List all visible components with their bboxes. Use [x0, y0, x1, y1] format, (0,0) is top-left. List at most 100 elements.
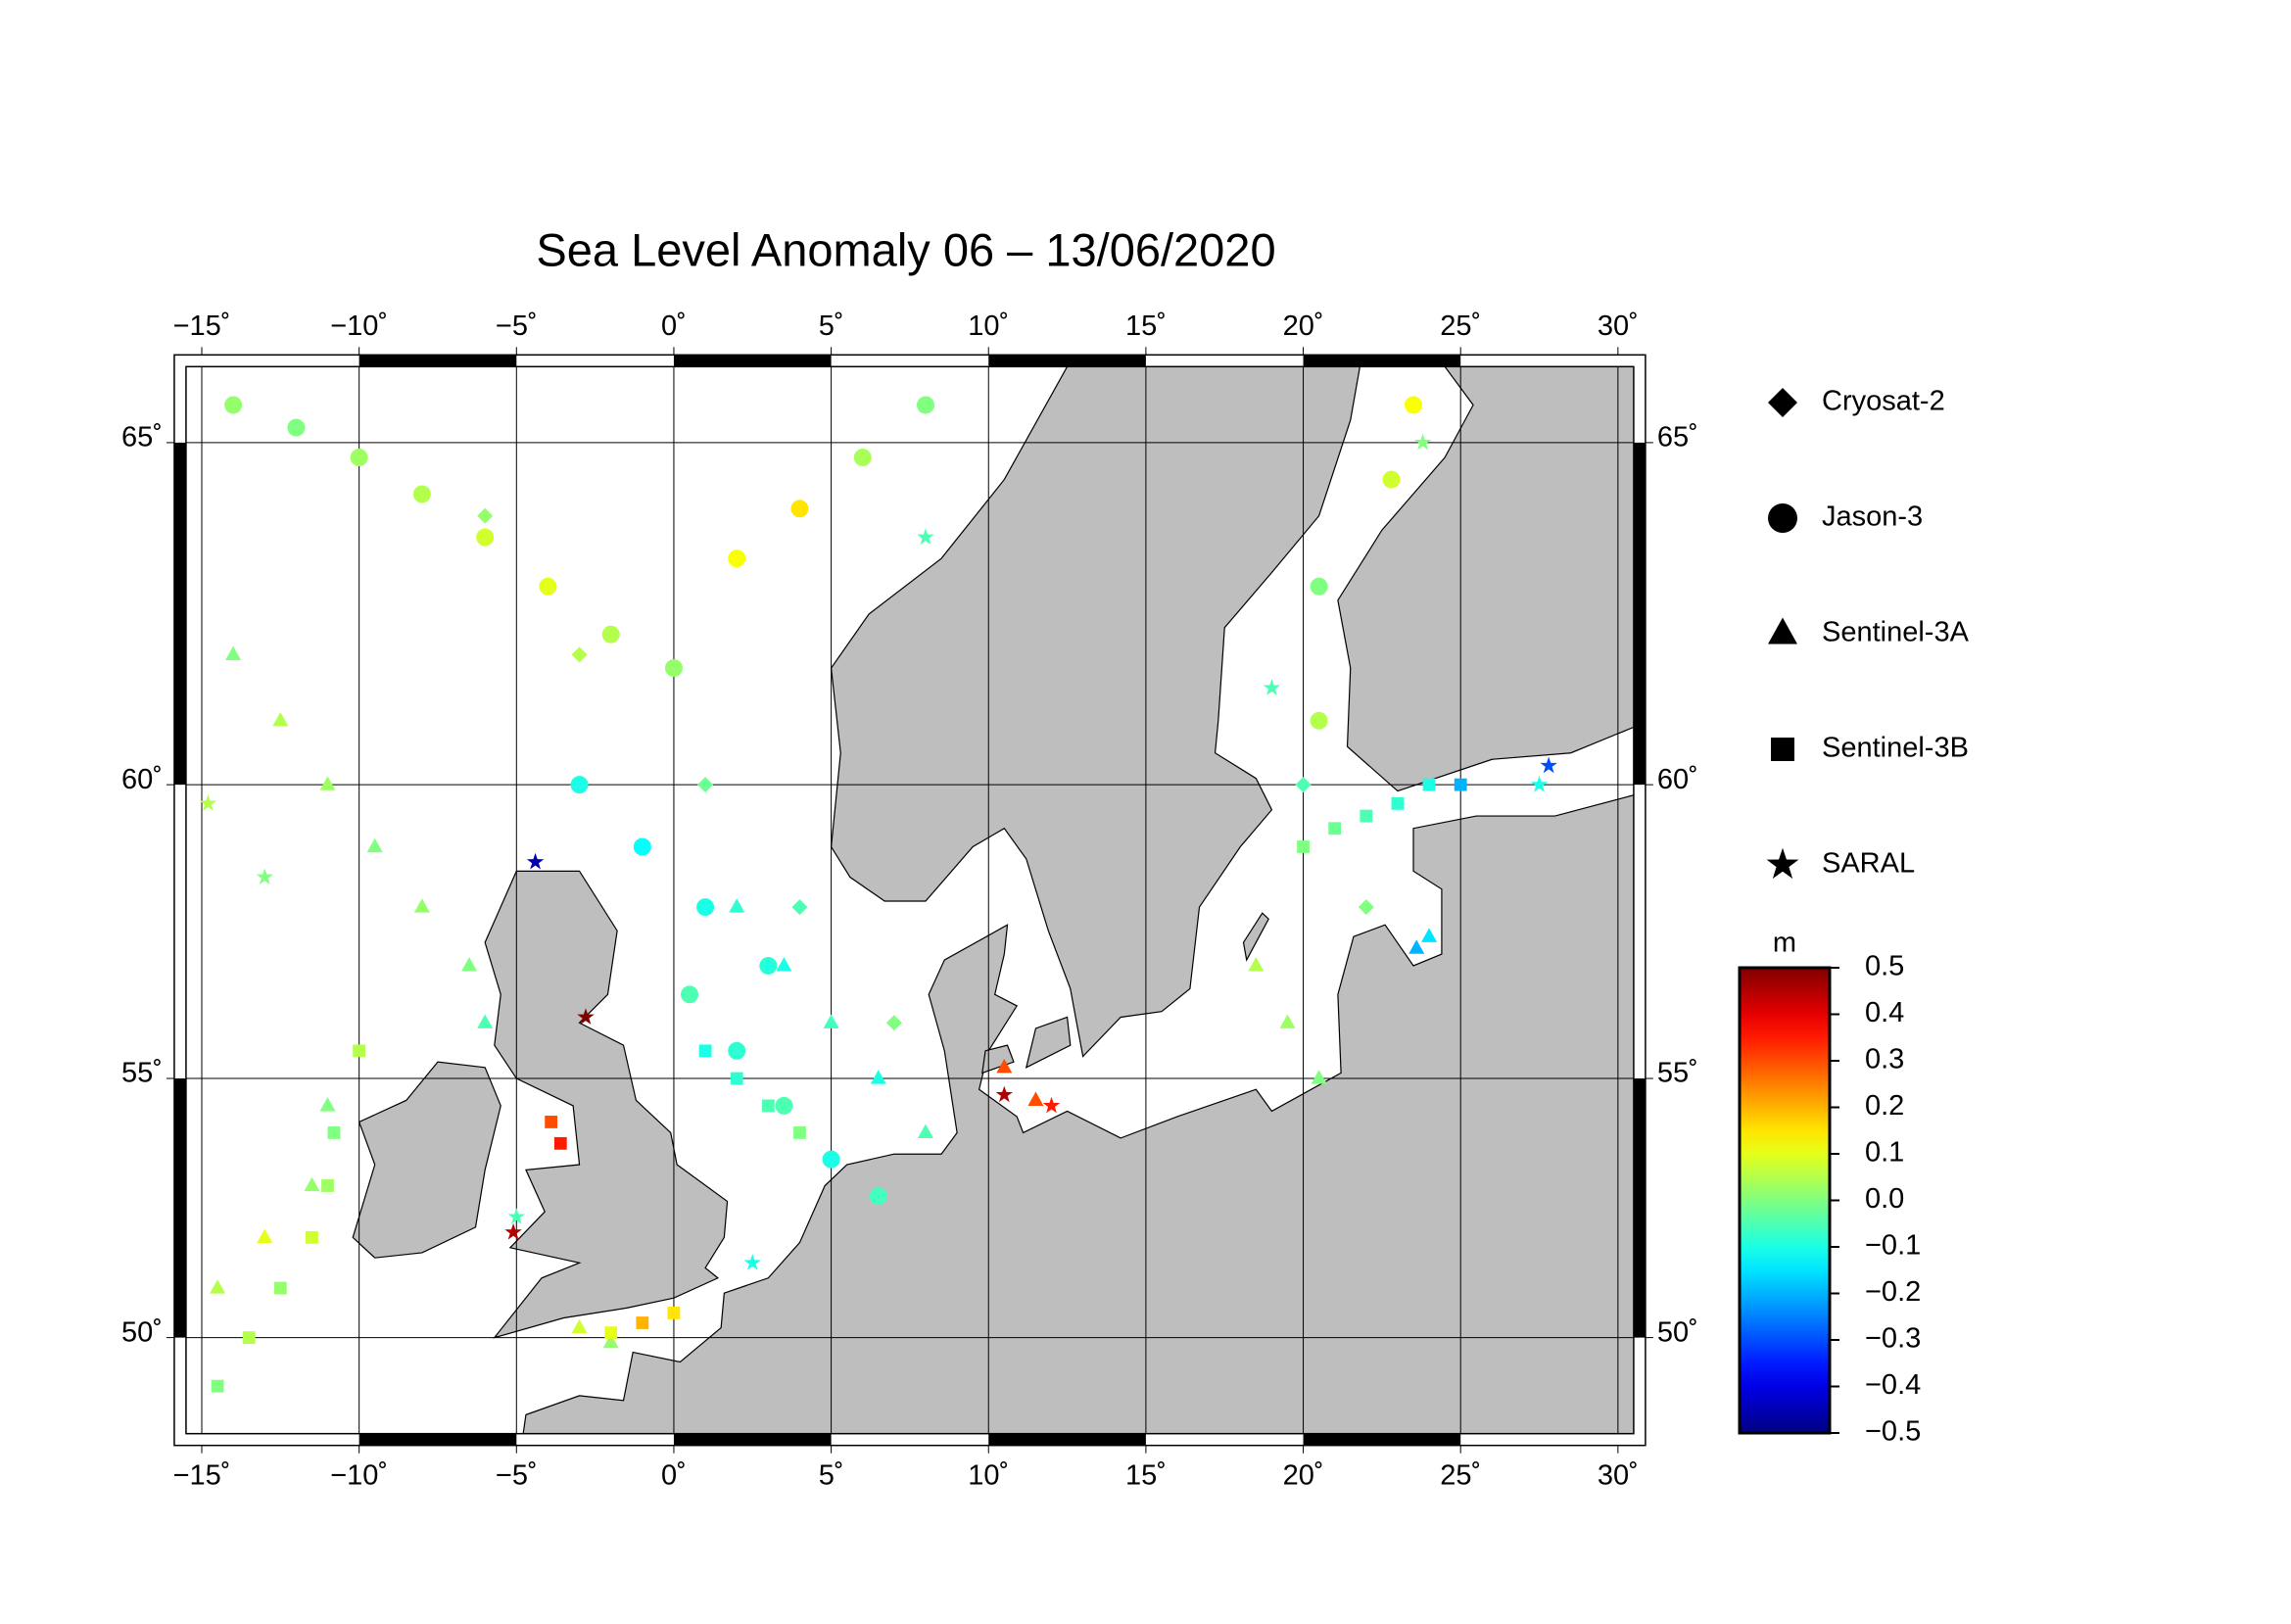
data-point [477, 507, 494, 524]
data-point [885, 1015, 902, 1031]
y-tick-label: 50˚ [121, 1316, 163, 1348]
legend-label: Sentinel-3B [1822, 733, 1969, 764]
frame-bar [1633, 1078, 1646, 1338]
data-point [571, 1318, 588, 1334]
data-point [257, 1228, 273, 1243]
data-point [272, 712, 289, 727]
data-point [545, 1116, 558, 1128]
frame-inner [185, 365, 1635, 1435]
data-point [604, 1326, 618, 1339]
map-layer [185, 366, 1634, 1434]
y-tick-label: 60˚ [1657, 764, 1698, 795]
data-point [822, 1150, 840, 1169]
data-point [273, 1281, 287, 1295]
data-point [306, 1230, 318, 1244]
x-tick-label: 30˚ [1598, 310, 1639, 342]
x-tick-label: 0˚ [661, 1459, 687, 1491]
data-point [1295, 777, 1312, 793]
data-point [1328, 822, 1342, 836]
data-point [1421, 928, 1438, 942]
data-point [1297, 840, 1310, 853]
data-point [476, 528, 495, 547]
data-point [1422, 778, 1436, 791]
data-point [853, 449, 872, 467]
frame-bar [673, 1433, 832, 1446]
data-point [870, 1070, 886, 1084]
frame-bar [1633, 442, 1646, 786]
data-point [917, 1123, 933, 1139]
data-point [477, 1014, 494, 1028]
data-point [729, 898, 745, 913]
legend-marker [1768, 388, 1797, 417]
data-point [917, 528, 934, 545]
data-point [681, 985, 699, 1004]
y-tick-label: 65˚ [121, 422, 163, 454]
data-point [461, 957, 478, 972]
data-point [728, 1041, 746, 1060]
land [352, 1061, 501, 1259]
data-point [413, 898, 430, 913]
land [1337, 366, 1634, 792]
data-point [412, 485, 431, 503]
data-point [1263, 679, 1281, 695]
x-tick-label: 10˚ [968, 1459, 1009, 1491]
data-point [1279, 1014, 1296, 1028]
frame-bar [358, 355, 517, 367]
frame-bar [988, 1433, 1146, 1446]
legend-marker [1768, 617, 1797, 645]
y-tick-label: 60˚ [121, 764, 163, 795]
frame-bar [358, 1433, 517, 1446]
data-point [633, 837, 651, 856]
data-point [353, 1044, 366, 1058]
data-point [916, 396, 934, 414]
data-point [728, 549, 746, 568]
land [1242, 912, 1269, 962]
x-tick-label: 20˚ [1283, 310, 1324, 342]
data-point [996, 1058, 1013, 1074]
data-point [1027, 1091, 1044, 1106]
colorbar-tick-label: −0.5 [1865, 1416, 1921, 1448]
legend-label: Jason-3 [1822, 502, 1923, 533]
data-point [1530, 775, 1549, 792]
frame-bar [673, 355, 832, 367]
y-tick-label: 65˚ [1657, 422, 1698, 454]
data-point [321, 1179, 334, 1192]
data-point [304, 1176, 320, 1192]
data-point [242, 1331, 256, 1344]
data-point [1454, 778, 1467, 791]
data-point [664, 659, 683, 678]
colorbar-tick-label: 0.1 [1865, 1137, 1904, 1169]
data-point [507, 1208, 526, 1224]
frame-bar [1303, 355, 1461, 367]
data-point [1391, 796, 1405, 810]
x-tick-label: −15˚ [173, 1459, 231, 1491]
colorbar-tick-label: −0.1 [1865, 1230, 1921, 1262]
data-point [793, 1126, 806, 1139]
data-point [1311, 1070, 1327, 1084]
x-tick-label: 15˚ [1125, 310, 1167, 342]
x-tick-label: 10˚ [968, 310, 1009, 342]
legend-marker [1771, 738, 1794, 761]
frame-bar [173, 1078, 186, 1338]
data-point [743, 1254, 762, 1270]
x-tick-label: −5˚ [496, 310, 538, 342]
data-point [319, 1097, 336, 1112]
x-tick-label: 0˚ [661, 310, 687, 342]
land [484, 870, 729, 1339]
x-tick-label: 5˚ [819, 310, 844, 342]
data-point [225, 645, 242, 660]
data-point [775, 1096, 793, 1115]
data-point [1413, 433, 1432, 451]
data-point [1310, 577, 1328, 596]
colorbar-tick-label: −0.2 [1865, 1276, 1921, 1308]
data-point [1405, 396, 1423, 414]
data-point [823, 1014, 839, 1028]
data-point [1408, 939, 1425, 954]
land [830, 366, 1360, 1058]
data-point [791, 899, 808, 916]
frame-bar [1303, 1433, 1461, 1446]
data-point [636, 1316, 649, 1329]
legend-marker [1768, 503, 1797, 533]
data-point [577, 1008, 595, 1025]
colorbar-tick-label: 0.3 [1865, 1044, 1904, 1075]
